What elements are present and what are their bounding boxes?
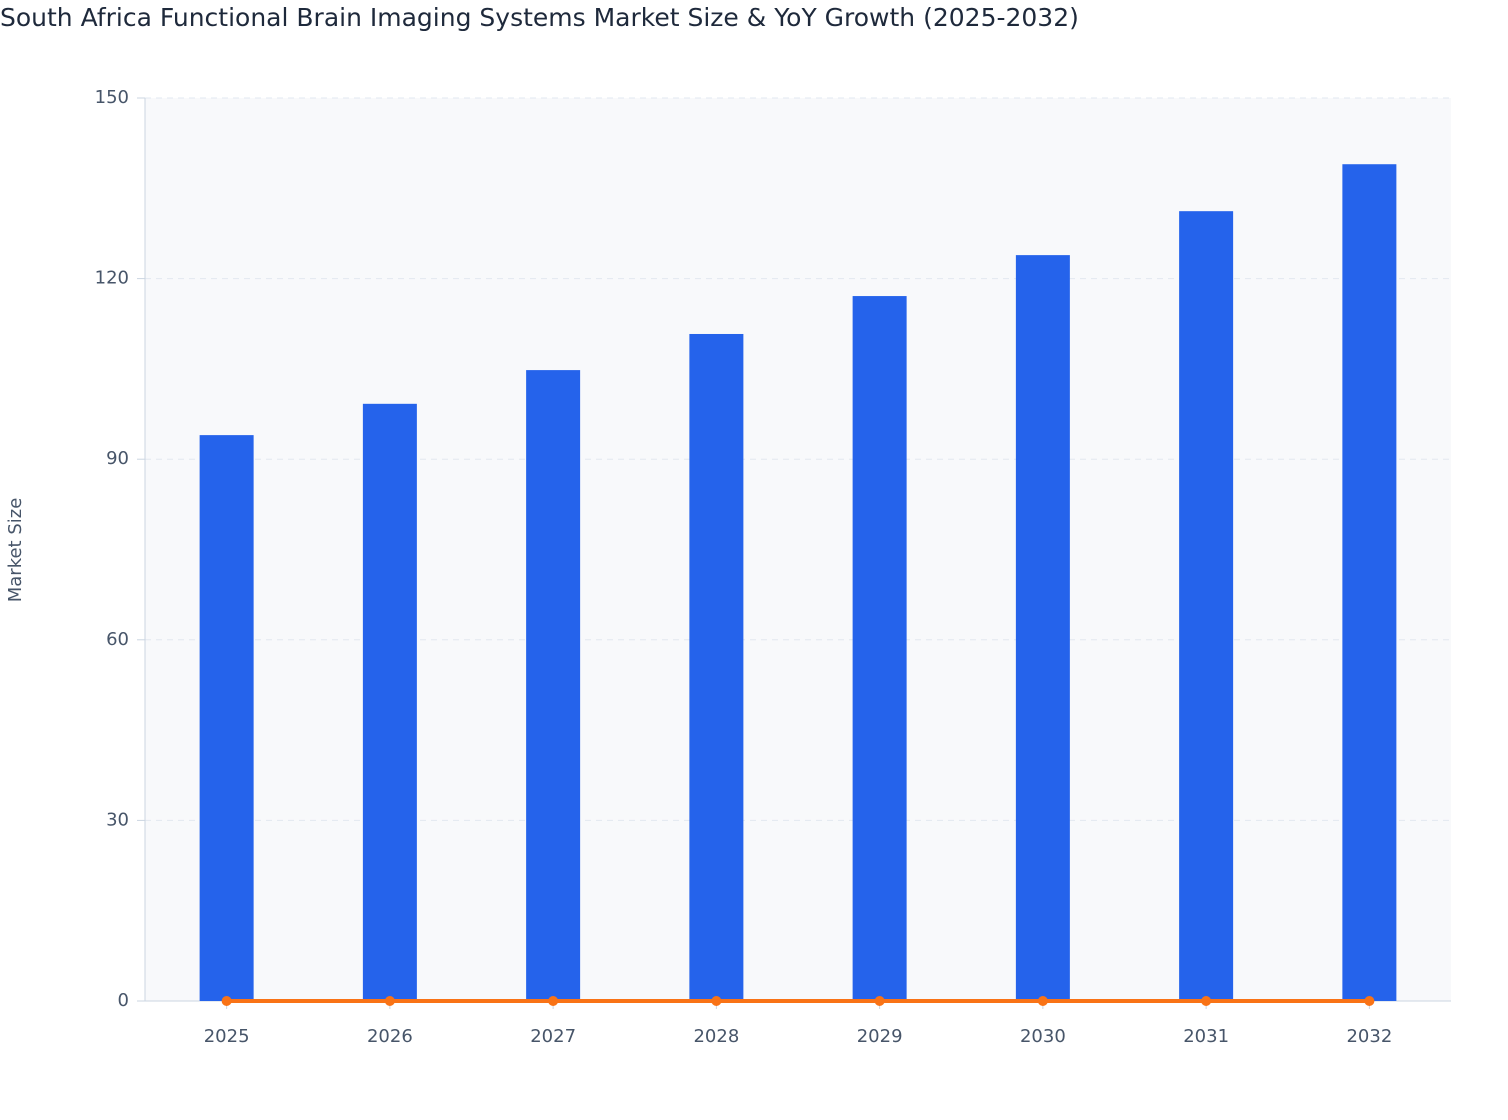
bar [1015,255,1070,1001]
bar [1179,211,1234,1001]
y-tick-label: 90 [106,448,129,469]
y-tick-label: 60 [106,629,129,650]
x-tick-label: 2032 [1346,1026,1392,1047]
line-point [221,996,232,1006]
line-point [874,996,885,1006]
x-tick-label: 2026 [367,1026,413,1047]
bar [526,370,581,1001]
bar [1342,164,1397,1002]
y-tick-label: 150 [95,87,129,108]
bar [852,296,907,1002]
x-tick-label: 2028 [693,1026,739,1047]
plot-background [145,98,1451,1001]
bar [362,403,417,1001]
line-point [548,996,559,1006]
y-tick-label: 120 [95,268,129,289]
y-tick-label: 0 [118,990,129,1011]
line-point [1037,996,1048,1006]
bar [199,435,254,1001]
x-tick-label: 2029 [857,1026,903,1047]
y-tick-label: 30 [106,809,129,830]
y-axis-label: Market Size [5,498,26,603]
line-point [1364,996,1375,1006]
x-tick-label: 2025 [204,1026,250,1047]
line-point [1201,996,1212,1006]
line-point [384,996,395,1006]
x-tick-label: 2030 [1020,1026,1066,1047]
line-point [711,996,722,1006]
x-tick-label: 2027 [530,1026,576,1047]
bar [689,333,744,1001]
x-tick-label: 2031 [1183,1026,1229,1047]
chart-title: South Africa Functional Brain Imaging Sy… [0,3,1079,32]
